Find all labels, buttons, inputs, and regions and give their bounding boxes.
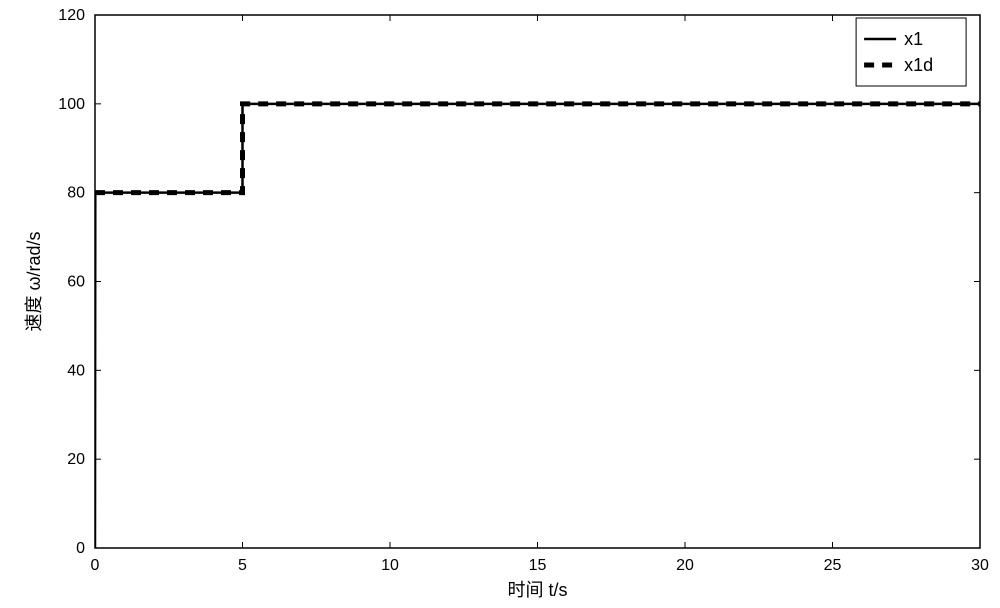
x-tick-label: 0 xyxy=(91,557,100,574)
plot-area xyxy=(95,15,980,548)
x-tick-label: 5 xyxy=(238,557,247,574)
legend: x1x1d xyxy=(856,18,966,86)
y-tick-label: 100 xyxy=(58,96,85,113)
x-tick-label: 10 xyxy=(381,557,399,574)
x-axis-label: 时间 t/s xyxy=(507,580,567,600)
y-tick-label: 80 xyxy=(67,185,85,202)
y-axis-label: 速度 ω/rad/s xyxy=(24,231,44,331)
velocity-time-chart: 0 5 10 15 20 25 30 0 20 40 60 80 100 120 时间 t/s 速度 ω/ra… xyxy=(0,0,1000,608)
legend-label-x1d: x1d xyxy=(904,55,933,75)
y-tick-label: 20 xyxy=(67,451,85,468)
y-tick-label: 0 xyxy=(76,540,85,557)
legend-label-x1: x1 xyxy=(904,29,923,49)
x-tick-label: 15 xyxy=(529,557,547,574)
y-tick-label: 40 xyxy=(67,362,85,379)
y-tick-label: 60 xyxy=(67,274,85,291)
x-tick-label: 25 xyxy=(824,557,842,574)
x-tick-label: 20 xyxy=(676,557,694,574)
y-tick-label: 120 xyxy=(58,7,85,24)
x-tick-label: 30 xyxy=(971,557,989,574)
